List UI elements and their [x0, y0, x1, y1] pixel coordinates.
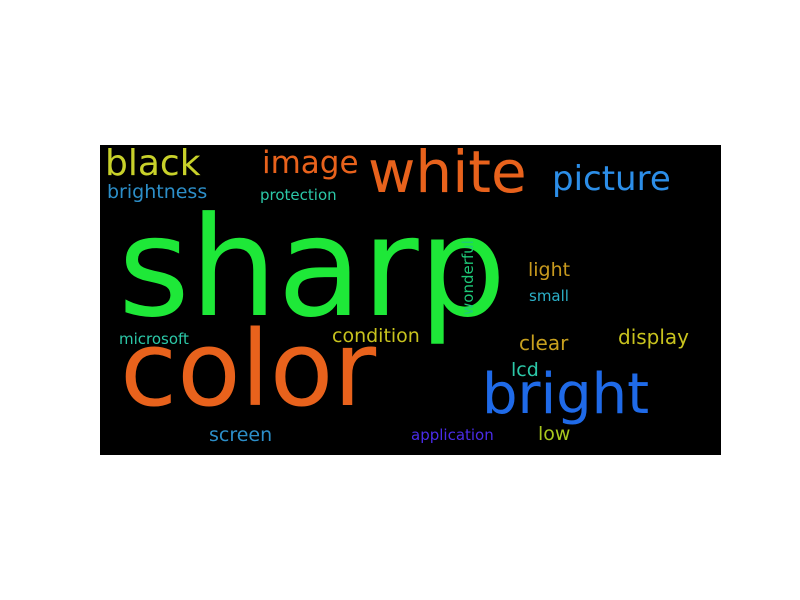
word-low: low	[538, 423, 571, 445]
word-light: light	[528, 259, 571, 281]
word-lcd: lcd	[511, 359, 539, 381]
word-black: black	[105, 145, 201, 184]
word-color: color	[120, 308, 377, 430]
word-white: white	[368, 145, 527, 206]
word-clear: clear	[519, 331, 569, 355]
word-protection: protection	[260, 186, 337, 204]
word-brightness: brightness	[107, 181, 208, 203]
word-bright: bright	[482, 362, 650, 427]
word-application: application	[411, 426, 494, 444]
word-small: small	[529, 287, 569, 305]
word-wonderful: wonderful	[459, 240, 477, 315]
word-cloud: sharp color white bright black image pic…	[100, 145, 721, 455]
word-microsoft: microsoft	[119, 330, 189, 348]
word-sharp: sharp	[118, 187, 507, 348]
word-display: display	[618, 325, 690, 349]
word-image: image	[262, 145, 359, 181]
word-condition: condition	[332, 325, 420, 347]
word-screen: screen	[209, 424, 273, 446]
word-picture: picture	[552, 159, 671, 199]
